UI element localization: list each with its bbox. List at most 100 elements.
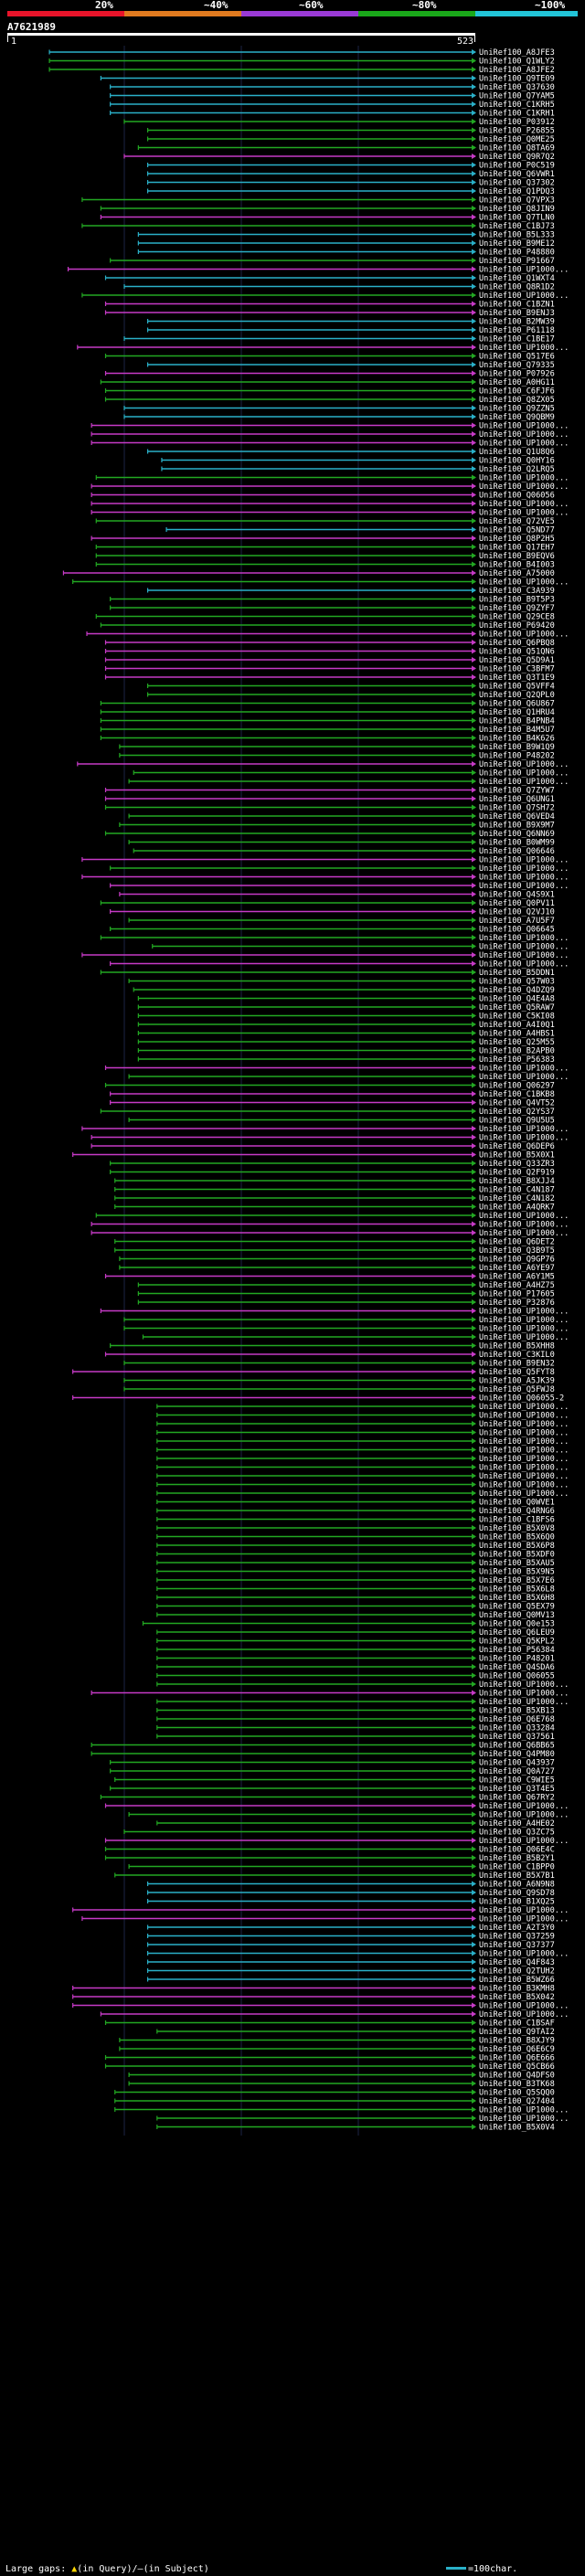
hit-label[interactable]: UniRef100_B9W1Q9	[479, 743, 555, 752]
hit-row[interactable]: UniRef100_C1BFS6	[156, 1516, 555, 1525]
hit-row[interactable]: UniRef100_UP1000...	[123, 1316, 569, 1325]
hit-row[interactable]: UniRef100_Q06056	[90, 492, 555, 501]
hit-row[interactable]: UniRef100_Q4F843	[147, 1958, 555, 1967]
hit-row[interactable]: UniRef100_C1BPP0	[128, 1863, 555, 1872]
hit-row[interactable]: UniRef100_UP1000...	[156, 1412, 569, 1421]
hit-label[interactable]: UniRef100_UP1000...	[479, 344, 569, 353]
hit-label[interactable]: UniRef100_Q3ZC75	[479, 1829, 555, 1838]
hit-label[interactable]: UniRef100_UP1000...	[479, 856, 569, 865]
hit-row[interactable]: UniRef100_Q4RNG6	[156, 1507, 555, 1516]
hit-label[interactable]: UniRef100_Q06645	[479, 926, 555, 935]
hit-row[interactable]: UniRef100_UP1000...	[156, 1698, 569, 1707]
hit-label[interactable]: UniRef100_Q37630	[479, 83, 555, 92]
hit-row[interactable]: UniRef100_B9ENJ3	[104, 309, 555, 318]
hit-label[interactable]: UniRef100_C5KI08	[479, 1012, 555, 1022]
hit-row[interactable]: UniRef100_Q9QBM9	[123, 413, 555, 422]
hit-row[interactable]: UniRef100_B5L333	[137, 231, 555, 240]
hit-row[interactable]: UniRef100_Q6PBQ8	[104, 639, 555, 648]
hit-label[interactable]: UniRef100_Q4DZQ9	[479, 986, 555, 995]
hit-row[interactable]: UniRef100_Q5ND77	[165, 526, 555, 535]
hit-row[interactable]: UniRef100_A6YE97	[119, 1264, 555, 1273]
hit-label[interactable]: UniRef100_B9EN32	[479, 1360, 555, 1369]
hit-label[interactable]: UniRef100_UP1000...	[479, 631, 569, 640]
hit-label[interactable]: UniRef100_B5B2Y1	[479, 1854, 555, 1863]
hit-row[interactable]: UniRef100_UP1000...	[81, 874, 569, 883]
hit-row[interactable]: UniRef100_B9EQV6	[95, 552, 555, 561]
hit-row[interactable]: UniRef100_Q5VFF4	[147, 683, 555, 692]
hit-label[interactable]: UniRef100_C1BSAF	[479, 2019, 555, 2029]
hit-row[interactable]: UniRef100_A0HG11	[100, 378, 555, 387]
hit-row[interactable]: UniRef100_UP1000...	[90, 1221, 569, 1230]
hit-label[interactable]: UniRef100_UP1000...	[479, 769, 569, 779]
hit-row[interactable]: UniRef100_UP1000...	[100, 1308, 569, 1317]
hit-label[interactable]: UniRef100_B5X0X1	[479, 1151, 555, 1161]
hit-row[interactable]: UniRef100_UP1000...	[95, 1212, 569, 1221]
hit-label[interactable]: UniRef100_C4N187	[479, 1186, 555, 1195]
hit-label[interactable]: UniRef100_B5X7B1	[479, 1871, 555, 1881]
hit-label[interactable]: UniRef100_C6FJF6	[479, 387, 555, 397]
hit-label[interactable]: UniRef100_A4HZ75	[479, 1281, 555, 1290]
hit-label[interactable]: UniRef100_B3KMH8	[479, 1985, 555, 1994]
hit-label[interactable]: UniRef100_B1XQ25	[479, 1898, 555, 1907]
hit-label[interactable]: UniRef100_UP1000...	[479, 1316, 569, 1325]
hit-label[interactable]: UniRef100_UP1000...	[479, 1065, 569, 1074]
hit-label[interactable]: UniRef100_P48880	[479, 249, 555, 258]
hit-row[interactable]: UniRef100_Q43937	[110, 1759, 555, 1768]
hit-label[interactable]: UniRef100_Q2YS37	[479, 1108, 555, 1117]
hit-label[interactable]: UniRef100_B5X6Q0	[479, 1533, 555, 1542]
hit-label[interactable]: UniRef100_UP1000...	[479, 1333, 569, 1342]
hit-label[interactable]: UniRef100_UP1000...	[479, 960, 569, 970]
hit-label[interactable]: UniRef100_Q1PDQ3	[479, 187, 555, 196]
hit-row[interactable]: UniRef100_B5DDN1	[100, 969, 555, 978]
hit-label[interactable]: UniRef100_B9ME12	[479, 239, 555, 249]
hit-row[interactable]: UniRef100_UP1000...	[156, 1455, 569, 1464]
hit-label[interactable]: UniRef100_Q3T1E9	[479, 673, 555, 683]
hit-label[interactable]: UniRef100_B5XB13	[479, 1707, 555, 1716]
hit-label[interactable]: UniRef100_Q7VPX3	[479, 196, 555, 206]
hit-row[interactable]: UniRef100_P17605	[137, 1290, 555, 1299]
hit-row[interactable]: UniRef100_B5X042	[72, 1993, 555, 2002]
hit-row[interactable]: UniRef100_UP1000...	[100, 934, 569, 943]
hit-row[interactable]: UniRef100_C3KIL0	[104, 1351, 555, 1360]
hit-label[interactable]: UniRef100_B8XJY9	[479, 2037, 555, 2046]
hit-row[interactable]: UniRef100_Q33ZR3	[110, 1160, 555, 1169]
hit-label[interactable]: UniRef100_UP1000...	[479, 1420, 569, 1429]
hit-row[interactable]: UniRef100_B5XB13	[156, 1707, 555, 1716]
hit-label[interactable]: UniRef100_P03912	[479, 118, 555, 127]
hit-label[interactable]: UniRef100_P26855	[479, 127, 555, 136]
hit-row[interactable]: UniRef100_B1XQ25	[147, 1898, 555, 1907]
hit-label[interactable]: UniRef100_UP1000...	[479, 1212, 569, 1221]
hit-label[interactable]: UniRef100_A6Y1M5	[479, 1273, 555, 1282]
hit-row[interactable]: UniRef100_B5X7E6	[156, 1576, 555, 1585]
hit-row[interactable]: UniRef100_P69420	[100, 621, 555, 631]
hit-row[interactable]: UniRef100_UP1000...	[156, 1472, 569, 1481]
hit-label[interactable]: UniRef100_Q7TLN0	[479, 214, 555, 223]
hit-row[interactable]: UniRef100_UP1000...	[90, 1134, 569, 1143]
hit-label[interactable]: UniRef100_B4I003	[479, 561, 555, 570]
hit-label[interactable]: UniRef100_B2MW39	[479, 318, 555, 327]
hit-row[interactable]: UniRef100_B5X7B1	[114, 1871, 555, 1881]
hit-label[interactable]: UniRef100_UP1000...	[479, 1481, 569, 1490]
hit-row[interactable]: UniRef100_UP1000...	[123, 1325, 569, 1334]
hit-label[interactable]: UniRef100_C3KIL0	[479, 1351, 555, 1360]
hit-row[interactable]: UniRef100_C3BFM7	[104, 665, 555, 674]
hit-row[interactable]: UniRef100_Q6NN69	[104, 830, 555, 839]
hit-row[interactable]: UniRef100_P91667	[110, 257, 555, 266]
hit-label[interactable]: UniRef100_UP1000...	[479, 864, 569, 874]
hit-row[interactable]: UniRef100_Q4DFS0	[128, 2072, 555, 2081]
hit-row[interactable]: UniRef100_UP1000...	[156, 1489, 569, 1499]
hit-label[interactable]: UniRef100_Q6PBQ8	[479, 639, 555, 648]
hit-label[interactable]: UniRef100_Q79335	[479, 361, 555, 370]
hit-row[interactable]: UniRef100_UP1000...	[81, 951, 569, 960]
hit-row[interactable]: UniRef100_Q9ZYF7	[110, 604, 555, 613]
hit-row[interactable]: UniRef100_Q5SQQ0	[114, 2089, 555, 2098]
hit-label[interactable]: UniRef100_UP1000...	[479, 874, 569, 883]
hit-row[interactable]: UniRef100_B9T5P3	[110, 596, 555, 605]
hit-row[interactable]: UniRef100_UP1000...	[90, 500, 569, 509]
hit-label[interactable]: UniRef100_Q37561	[479, 1733, 555, 1742]
hit-row[interactable]: UniRef100_Q8R1D2	[123, 283, 555, 292]
hit-label[interactable]: UniRef100_Q8P2H5	[479, 535, 555, 544]
hit-label[interactable]: UniRef100_A2T3Y0	[479, 1924, 555, 1933]
hit-label[interactable]: UniRef100_A6N9N8	[479, 1881, 555, 1890]
hit-label[interactable]: UniRef100_Q0e153	[479, 1620, 555, 1629]
